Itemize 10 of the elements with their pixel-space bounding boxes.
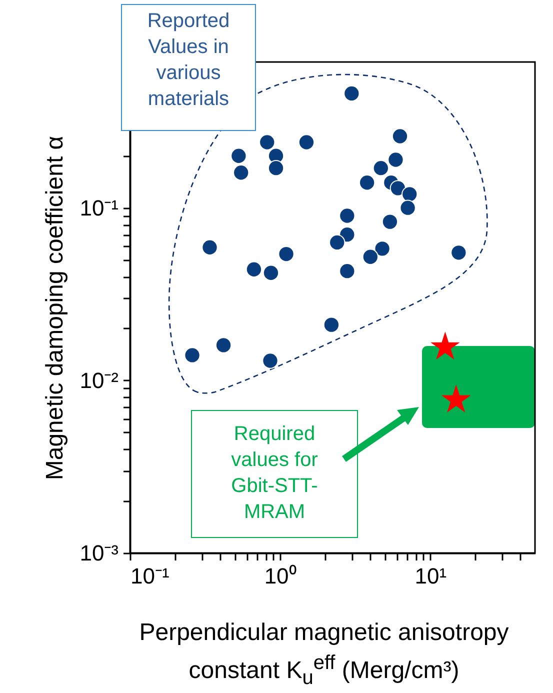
- y-tick-label: 10⁻²: [80, 368, 118, 393]
- y-axis-title: Magnetic damoping coefficient α: [42, 136, 69, 480]
- x-tick-label: 10⁻¹: [130, 564, 170, 588]
- x-tick-label: 10¹: [414, 564, 447, 588]
- annotation: Required values for Gbit-STT-MRAM: [191, 410, 358, 538]
- x-tick-label: 10⁰: [264, 564, 297, 588]
- y-tick-label: 10⁻¹: [80, 195, 118, 220]
- x-axis-title: Perpendicular magnetic anisotropy constant K$_{u}$$^{eff}$ (Merg/cm³): [138, 618, 510, 691]
- y-tick-label: 10⁻³: [80, 540, 118, 566]
- annotation: Reported Values in various materials: [121, 4, 256, 131]
